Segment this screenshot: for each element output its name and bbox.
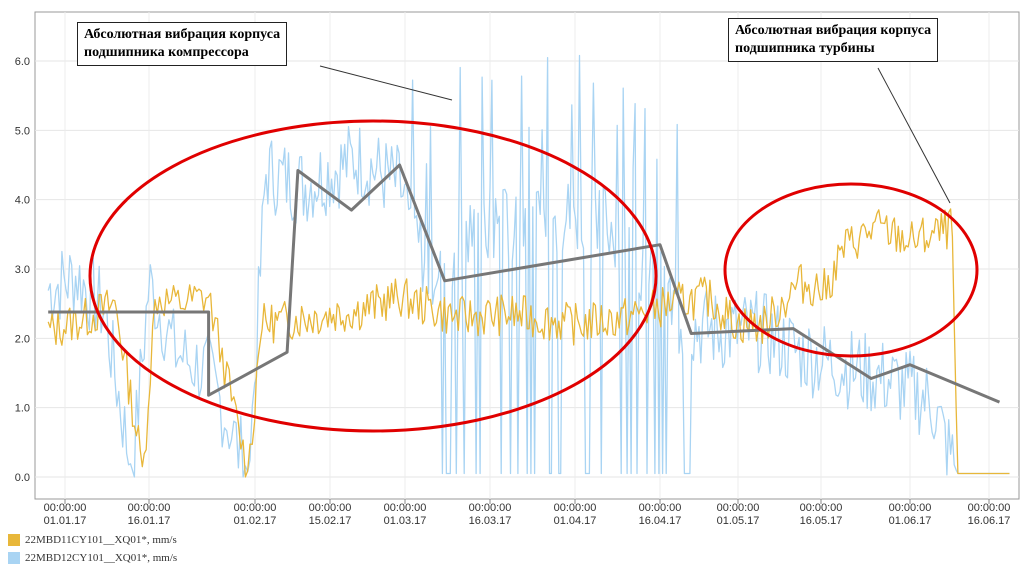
legend-label-series-2: 22MBD12CY101__XQ01*, mm/s xyxy=(25,552,178,564)
legend-item-series-2[interactable]: 22MBD12CY101__XQ01*, mm/s xyxy=(8,549,177,567)
x-tick-time-label: 00:00:00 xyxy=(800,502,843,514)
x-tick-date-label: 01.01.17 xyxy=(44,515,87,527)
x-tick-time-label: 00:00:00 xyxy=(384,502,427,514)
x-axis-ticks: 00:00:0001.01.1700:00:0016.01.1700:00:00… xyxy=(44,499,1011,527)
legend-item-series-1[interactable]: 22MBD11CY101__XQ01*, mm/s xyxy=(8,531,177,549)
turbine-annotation-line-2: подшипника турбины xyxy=(735,41,875,56)
x-tick-time-label: 00:00:00 xyxy=(128,502,171,514)
turbine-highlight-ellipse xyxy=(723,182,979,358)
x-tick-date-label: 01.06.17 xyxy=(889,515,932,527)
x-tick-date-label: 16.05.17 xyxy=(800,515,843,527)
y-tick-label: 5.0 xyxy=(15,125,30,137)
x-tick-time-label: 00:00:00 xyxy=(889,502,932,514)
turbine-annotation-line-1: Абсолютная вибрация корпуса xyxy=(735,23,932,38)
x-tick-time-label: 00:00:00 xyxy=(717,502,760,514)
y-tick-label: 1.0 xyxy=(15,403,30,415)
x-tick-date-label: 16.04.17 xyxy=(639,515,682,527)
series-line-yellow xyxy=(47,208,1010,478)
series-group xyxy=(47,54,1010,478)
series-line-blue xyxy=(47,54,1010,478)
x-tick-date-label: 16.03.17 xyxy=(469,515,512,527)
y-tick-label: 4.0 xyxy=(15,195,30,207)
trend-line-gray xyxy=(48,163,1001,404)
x-tick-time-label: 00:00:00 xyxy=(639,502,682,514)
legend-swatch-yellow xyxy=(8,534,20,546)
compressor-annotation-line-2: подшипника компрессора xyxy=(84,45,249,60)
x-tick-date-label: 01.05.17 xyxy=(717,515,760,527)
x-tick-date-label: 15.02.17 xyxy=(309,515,352,527)
y-tick-label: 3.0 xyxy=(15,264,30,276)
x-tick-time-label: 00:00:00 xyxy=(469,502,512,514)
y-tick-label: 6.0 xyxy=(15,56,30,68)
x-tick-time-label: 00:00:00 xyxy=(44,502,87,514)
turbine-annotation: Абсолютная вибрация корпуса подшипника т… xyxy=(728,18,939,62)
legend: 22MBD11CY101__XQ01*, mm/s 22MBD12CY101__… xyxy=(8,531,177,567)
compressor-annotation: Абсолютная вибрация корпуса подшипника к… xyxy=(77,22,288,66)
compressor-callout-line xyxy=(319,65,453,101)
legend-swatch-blue xyxy=(8,552,20,564)
x-tick-time-label: 00:00:00 xyxy=(554,502,597,514)
compressor-annotation-line-1: Абсолютная вибрация корпуса xyxy=(84,27,281,42)
x-tick-date-label: 01.04.17 xyxy=(554,515,597,527)
x-tick-date-label: 01.02.17 xyxy=(234,515,277,527)
x-tick-time-label: 00:00:00 xyxy=(968,502,1011,514)
x-tick-time-label: 00:00:00 xyxy=(234,502,277,514)
y-tick-label: 2.0 xyxy=(15,333,30,345)
x-tick-date-label: 01.03.17 xyxy=(384,515,427,527)
compressor-highlight-ellipse xyxy=(88,119,658,433)
legend-label-series-1: 22MBD11CY101__XQ01*, mm/s xyxy=(25,534,177,546)
turbine-callout-line xyxy=(877,67,951,204)
x-tick-date-label: 16.01.17 xyxy=(128,515,171,527)
x-tick-time-label: 00:00:00 xyxy=(309,502,352,514)
x-tick-date-label: 16.06.17 xyxy=(968,515,1011,527)
y-axis-ticks: 0.0 1.0 2.0 3.0 4.0 5.0 6.0 xyxy=(15,56,30,484)
y-tick-label: 0.0 xyxy=(15,472,30,484)
